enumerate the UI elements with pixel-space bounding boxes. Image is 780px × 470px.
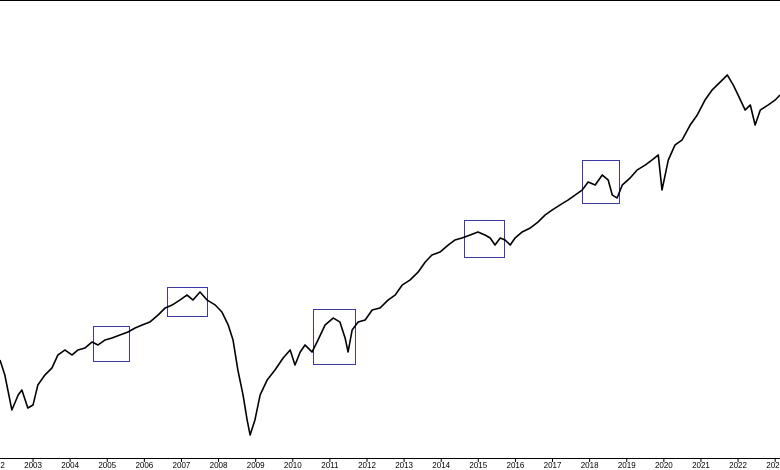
x-tick-label: 2011 bbox=[321, 461, 339, 470]
x-tick-label: 2014 bbox=[432, 461, 450, 470]
x-tick-label: 2004 bbox=[61, 461, 79, 470]
x-tick-label: 2018 bbox=[581, 461, 599, 470]
highlight-box bbox=[93, 326, 130, 362]
x-tick-label: 2008 bbox=[210, 461, 228, 470]
highlight-box bbox=[167, 287, 208, 317]
x-tick-label: 2015 bbox=[469, 461, 487, 470]
x-tick-label: 2022 bbox=[729, 461, 747, 470]
x-tick-label: 2002 bbox=[0, 461, 5, 470]
x-tick-label: 2012 bbox=[358, 461, 376, 470]
highlight-boxes bbox=[93, 160, 620, 365]
x-tick-label: 2017 bbox=[544, 461, 562, 470]
x-tick-label: 2019 bbox=[618, 461, 636, 470]
x-tick-label: 2003 bbox=[24, 461, 42, 470]
highlight-box bbox=[313, 309, 356, 365]
x-tick-label: 2023 bbox=[766, 461, 780, 470]
x-tick-label: 2007 bbox=[173, 461, 191, 470]
x-tick-label: 2013 bbox=[395, 461, 413, 470]
highlight-box bbox=[582, 160, 620, 204]
x-tick-label: 2021 bbox=[692, 461, 710, 470]
x-tick-label: 2020 bbox=[655, 461, 673, 470]
x-tick-label: 2010 bbox=[284, 461, 302, 470]
x-tick-label: 2016 bbox=[507, 461, 525, 470]
price-line bbox=[0, 74, 780, 436]
x-tick-label: 2006 bbox=[135, 461, 153, 470]
x-tick-label: 2009 bbox=[247, 461, 265, 470]
x-tick-label: 2005 bbox=[98, 461, 116, 470]
